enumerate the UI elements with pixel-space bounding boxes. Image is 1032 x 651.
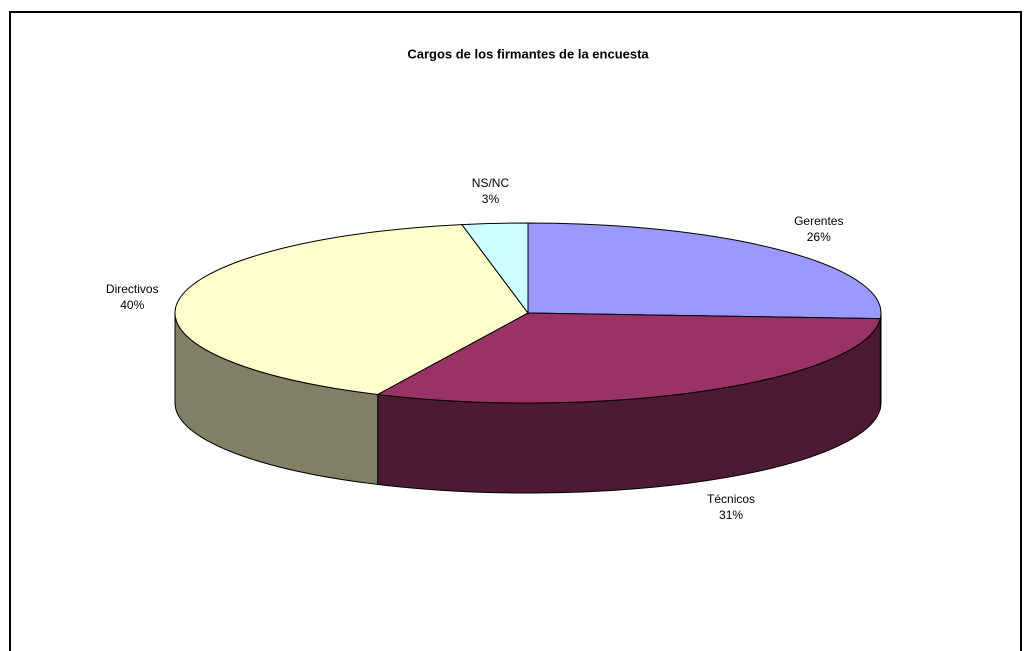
data-label-name: Directivos bbox=[106, 282, 159, 296]
data-label-name: Gerentes bbox=[794, 214, 843, 228]
chart-title: Cargos de los firmantes de la encuesta bbox=[407, 46, 649, 61]
data-label-value: 31% bbox=[719, 508, 743, 522]
pie-slice bbox=[527, 222, 882, 320]
data-label-value: 3% bbox=[482, 192, 500, 206]
pie-slice bbox=[460, 222, 529, 315]
data-label-name: Técnicos bbox=[707, 492, 755, 506]
data-label-value: 40% bbox=[120, 298, 144, 312]
data-label-name: NS/NC bbox=[472, 176, 510, 190]
pie-slice bbox=[174, 224, 529, 395]
pie-slice bbox=[376, 312, 881, 404]
data-label-value: 26% bbox=[807, 230, 831, 244]
